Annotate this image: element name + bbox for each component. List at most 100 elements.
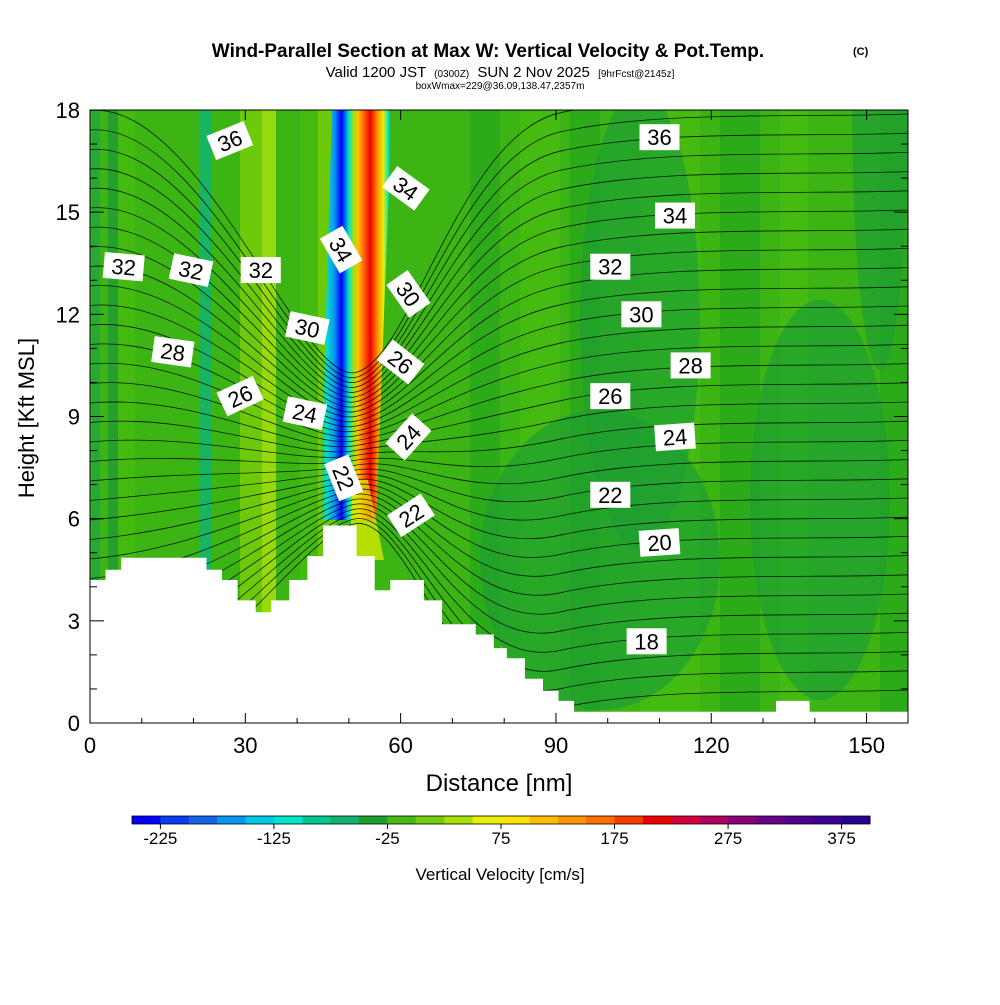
y-tick-label: 12 (56, 302, 80, 327)
colorbar-tick-label: -125 (257, 829, 291, 848)
contour-label-box (376, 339, 425, 385)
contour-label-text: 32 (110, 254, 137, 281)
y-axis-title: Height [Kft MSL] (14, 338, 39, 498)
contour-label-box (654, 422, 696, 452)
contour-label-text: 32 (249, 258, 273, 283)
theta-contour-line (90, 503, 908, 638)
colorbar: -225 -125 -25 75 175 275 375 (131, 815, 871, 848)
colorbar-swatch (245, 816, 275, 824)
theta-contour-line (90, 483, 908, 560)
chart-title: Wind-Parallel Section at Max W: Vertical… (212, 41, 764, 62)
theta-contour-line (90, 382, 908, 448)
contour-label-box (324, 454, 364, 502)
contour-label-box (168, 253, 214, 287)
valid-utc: (0300Z) (434, 69, 469, 80)
theta-contour-line (90, 286, 908, 423)
terrain (90, 525, 908, 723)
contour-label-text: 24 (290, 399, 319, 429)
contour-label-box (240, 257, 281, 284)
contour-label-box (621, 301, 662, 328)
colorbar-swatch (642, 816, 672, 824)
contour-label-text: 28 (159, 338, 187, 366)
contour-label-box (626, 628, 667, 655)
theta-contour-line (90, 110, 576, 374)
contour-label-text: 24 (662, 424, 688, 451)
colorbar-tick-label: 175 (600, 829, 628, 848)
theta-contour-line (90, 113, 908, 378)
contour-label-box (206, 121, 254, 161)
theta-contour-line (90, 267, 908, 418)
contour-label: 36 (639, 124, 680, 151)
x-tick-label: 0 (84, 733, 96, 758)
contour-label: 18 (626, 628, 667, 655)
colorbar-tick-label: 275 (714, 829, 742, 848)
contour-label-text: 30 (293, 314, 322, 344)
box-max-info: boxWmax=229@36.09,138.47,2357m (416, 81, 585, 92)
x-axis-title: Distance [nm] (426, 770, 573, 797)
x-tick-label: 60 (388, 733, 412, 758)
contour-label-box (102, 252, 145, 282)
theta-contour-line (90, 488, 908, 579)
contour-label-text: 32 (176, 256, 205, 286)
theta-contour-line (90, 473, 908, 521)
colorbar-swatch (188, 816, 218, 824)
contour-label-box (381, 166, 430, 211)
contour-label: 22 (590, 481, 631, 508)
colorbar-swatch (160, 816, 190, 824)
contour-label: 32 (240, 257, 281, 284)
contour-label: 28 (670, 352, 711, 379)
colorbar-label: Vertical Velocity [cm/s] (415, 865, 584, 884)
contour-label-box (590, 383, 631, 410)
contour-label: 32 (102, 252, 145, 282)
contour-label: 26 (590, 383, 631, 410)
contour-label-text: 32 (598, 255, 622, 280)
y-tick-label: 15 (56, 200, 80, 225)
colorbar-swatch (671, 816, 701, 824)
theta-contour-line (90, 152, 908, 388)
theta-contour-line (90, 493, 908, 599)
chart-header: Wind-Parallel Section at Max W: Vertical… (212, 41, 869, 92)
copyright-mark: (C) (853, 46, 869, 58)
y-tick-label: 18 (56, 98, 80, 123)
contour-label-box (590, 481, 631, 508)
colorbar-swatch (302, 816, 332, 824)
theta-contour-line (90, 228, 908, 408)
contour-label-box (670, 352, 711, 379)
theta-contours (90, 110, 908, 716)
theta-contour-line (90, 190, 908, 398)
valid-date: SUN 2 Nov 2025 (477, 64, 590, 81)
colorbar-swatch (132, 816, 161, 824)
contour-label: 20 (638, 528, 681, 557)
colorbar-swatch (784, 816, 814, 824)
contour-label: 24 (654, 422, 696, 452)
contour-label: 32 (590, 253, 631, 280)
updraft-core (320, 110, 392, 520)
field-patch (750, 300, 890, 700)
theta-contour-line (90, 132, 908, 383)
theta-contour-line (90, 171, 908, 393)
colorbar-swatch (813, 816, 843, 824)
contour-label-box (590, 253, 631, 280)
colorbar-swatch (841, 816, 871, 824)
contour-label-box (319, 225, 363, 274)
colorbar-swatch (472, 816, 502, 824)
contour-label: 32 (168, 253, 214, 287)
forecast-info: [9hrFcst@2145z] (598, 69, 675, 80)
x-tick-label: 90 (544, 733, 568, 758)
contour-label-box (151, 336, 195, 368)
colorbar-swatch (415, 816, 445, 824)
y-tick-label: 6 (68, 507, 80, 532)
colorbar-tick-label: -25 (375, 829, 400, 848)
x-tick-label: 120 (693, 733, 730, 758)
colorbar-swatch (217, 816, 247, 824)
theta-contour-line (90, 478, 908, 540)
contour-label-box (216, 375, 264, 417)
colorbar-swatch (330, 816, 360, 824)
colorbar-tick-label: 375 (827, 829, 855, 848)
theta-contour-line (90, 420, 908, 458)
colorbar-swatch (359, 816, 388, 824)
